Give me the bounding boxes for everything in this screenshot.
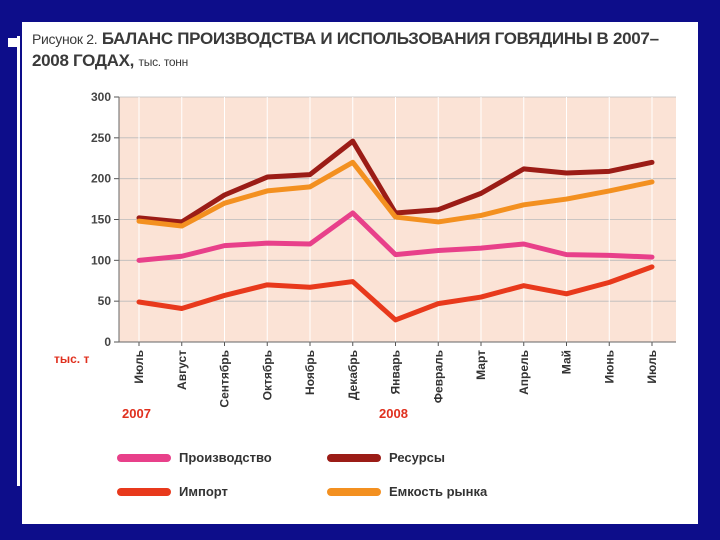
- figure-title-unit: тыс. тонн: [138, 55, 189, 69]
- x-tick-label: Июль: [645, 350, 659, 384]
- y-tick-label: 250: [91, 131, 111, 145]
- legend-label: Производство: [179, 450, 272, 465]
- y-tick-label: 50: [98, 294, 112, 308]
- line-chart: 0 50 100 150 200 250 300 Июль Август Сентябрь Октя…: [91, 90, 676, 408]
- legend-item: Ресурсы: [327, 450, 445, 465]
- slide-bullet: [8, 38, 17, 47]
- x-tick-label: Май: [560, 350, 574, 374]
- series-line-3: [136, 210, 655, 263]
- y-tick-label: 150: [91, 213, 111, 227]
- y-tick-label: 200: [91, 172, 111, 186]
- x-tick-label: Апрель: [517, 350, 531, 395]
- x-tick-label: Декабрь: [346, 350, 360, 400]
- legend-item: Импорт: [117, 484, 228, 499]
- x-tick-label: Март: [474, 350, 488, 380]
- x-tick-label: Январь: [389, 350, 403, 394]
- y-tick-label: 0: [104, 335, 111, 349]
- legend-swatch: [327, 487, 381, 496]
- series-line-2: [136, 159, 655, 229]
- legend-swatch: [117, 453, 171, 462]
- y-axis-unit: тыс. т: [54, 352, 90, 366]
- x-tick-label: Июнь: [602, 350, 616, 384]
- x-tick-label: Сентябрь: [218, 350, 232, 408]
- legend-item: Емкость рынка: [327, 484, 487, 499]
- figure-title: Рисунок 2. БАЛАНС ПРОИЗВОДСТВА И ИСПОЛЬЗ…: [32, 28, 682, 73]
- x-tick-label: Август: [175, 350, 189, 390]
- legend-label: Ресурсы: [389, 450, 445, 465]
- x-tick-label: Июль: [132, 350, 146, 384]
- y-tick-label: 100: [91, 253, 111, 267]
- x-tick-label: Ноябрь: [303, 350, 317, 395]
- x-tick-label: Октябрь: [260, 350, 274, 400]
- x-tick-label: Февраль: [431, 350, 445, 403]
- legend-swatch: [327, 453, 381, 462]
- figure-title-lead: Рисунок 2.: [32, 31, 98, 47]
- figure-card: Рисунок 2. БАЛАНС ПРОИЗВОДСТВА И ИСПОЛЬЗ…: [22, 22, 698, 524]
- series-line-1: [136, 138, 655, 225]
- legend-swatch: [117, 487, 171, 496]
- legend-label: Импорт: [179, 484, 228, 499]
- year-label-2007: 2007: [122, 406, 151, 421]
- year-label-2008: 2008: [379, 406, 408, 421]
- y-tick-label: 300: [91, 90, 111, 104]
- slide-decor-line: [17, 36, 20, 486]
- series-line-4: [136, 264, 655, 323]
- legend-item: Производство: [117, 450, 272, 465]
- figure-title-main: БАЛАНС ПРОИЗВОДСТВА И ИСПОЛЬЗОВАНИЯ ГОВЯ…: [32, 29, 659, 70]
- legend-label: Емкость рынка: [389, 484, 488, 499]
